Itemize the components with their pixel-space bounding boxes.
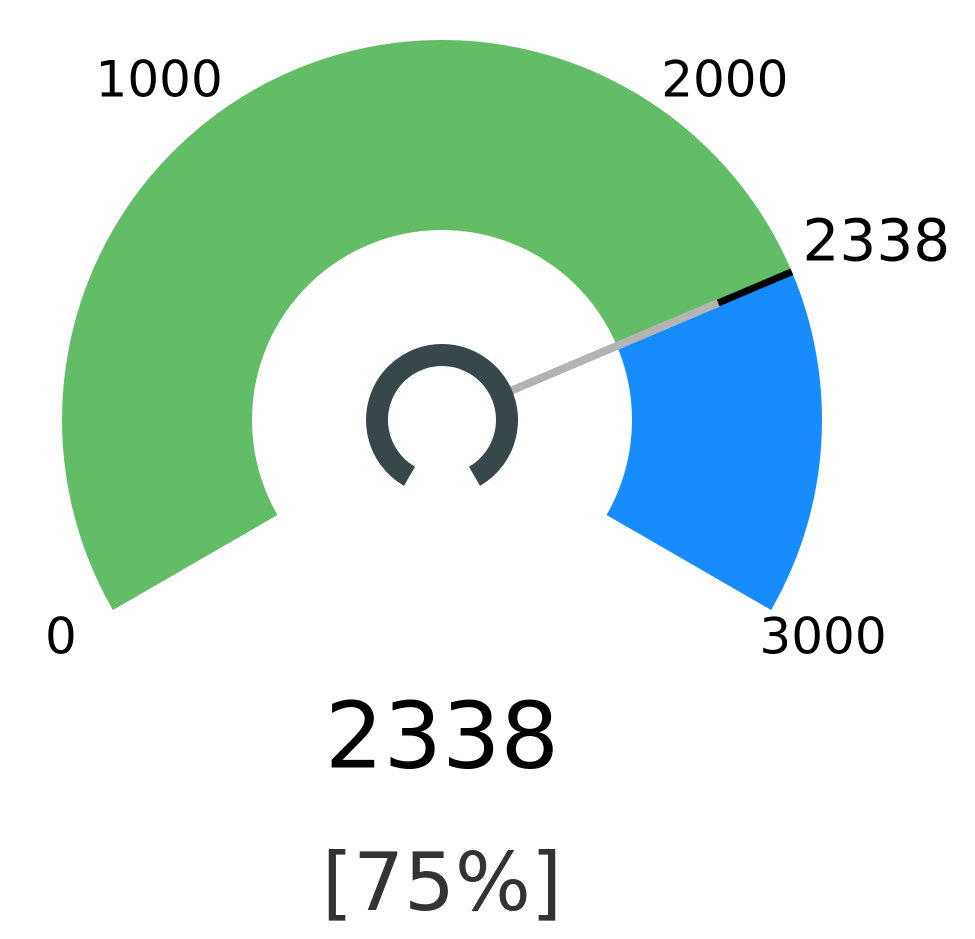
gauge-fill [61,39,792,610]
tick-label: 3000 [759,608,886,666]
needle-value-label: 2338 [803,207,951,275]
needle [504,299,720,397]
gauge-rest [606,271,823,610]
needle-hub [366,344,518,486]
tick-label: 0 [45,608,77,666]
needle-tip [716,268,794,307]
tick-label: 2000 [661,50,788,108]
tick-label: 1000 [96,50,223,108]
percent-readout: [75%] [322,836,562,929]
value-readout: 2338 [325,682,559,789]
